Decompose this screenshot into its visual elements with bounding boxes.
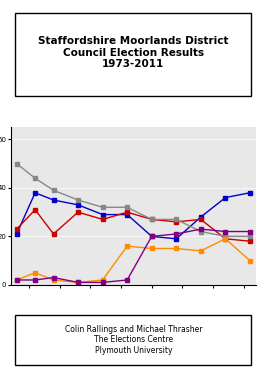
Text: Colin Rallings and Michael Thrasher
The Elections Centre
Plymouth University: Colin Rallings and Michael Thrasher The …: [65, 325, 202, 355]
FancyBboxPatch shape: [16, 316, 251, 364]
FancyBboxPatch shape: [16, 13, 251, 96]
Text: Staffordshire Moorlands District
Council Election Results
1973-2011: Staffordshire Moorlands District Council…: [38, 36, 229, 69]
